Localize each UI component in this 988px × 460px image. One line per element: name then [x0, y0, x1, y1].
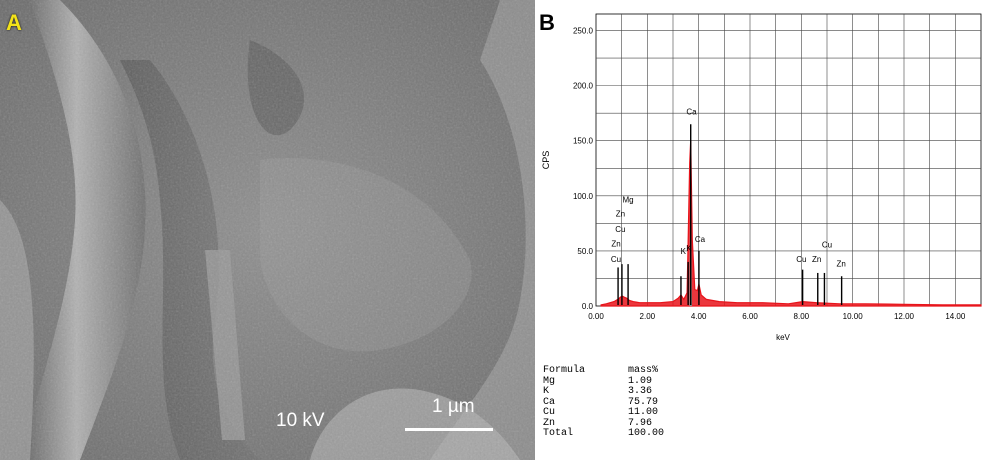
- y-tick-label: 150.0: [573, 137, 594, 146]
- peak-label: Mg: [623, 195, 634, 204]
- y-tick-label: 100.0: [573, 192, 594, 201]
- peak-label: Zn: [611, 239, 620, 248]
- scale-bar: [405, 428, 493, 431]
- composition-table: Formula mass% Mg 1.09 K 3.36 Ca 75.79 Cu 11.00 Z…: [543, 365, 688, 440]
- x-tick-label: 4.00: [691, 312, 707, 321]
- composition-element: K: [543, 386, 550, 397]
- peak-label: Cu: [611, 255, 621, 264]
- composition-header-element: Formula: [543, 365, 586, 376]
- y-tick-label: 250.0: [573, 27, 594, 36]
- x-tick-label: 10.00: [843, 312, 864, 321]
- peak-markers: [617, 124, 843, 305]
- composition-header-row: Formula mass%: [543, 365, 688, 377]
- x-axis-label: keV: [776, 333, 790, 342]
- composition-element: Total: [543, 428, 574, 439]
- sem-micrograph-panel: A 10 kV 1 µm: [0, 0, 535, 460]
- composition-mass-percent: 75.79: [628, 396, 659, 408]
- peak-label: Ca: [686, 107, 697, 116]
- y-tick-label: 0.0: [582, 302, 594, 311]
- peak-label: Cu: [796, 255, 806, 264]
- composition-header-value: mass%: [628, 365, 659, 376]
- y-tick-labels: 0.0 50.0 100.0 150.0 200.0 250.0: [573, 27, 594, 311]
- composition-row: Mg 1.09: [543, 375, 688, 388]
- accelerating-voltage-label: 10 kV: [276, 410, 325, 431]
- composition-row: Cu 11.00: [543, 407, 688, 419]
- panel-b-label: B: [539, 10, 555, 35]
- x-tick-label: 12.00: [894, 312, 915, 321]
- composition-element: Cu: [543, 407, 556, 418]
- composition-mass-percent: 100.00: [628, 428, 665, 439]
- composition-mass-percent: 11.00: [628, 407, 659, 418]
- peak-label: Cu: [615, 225, 625, 234]
- composition-row: K 3.36: [543, 386, 688, 398]
- peak-label: Zn: [616, 210, 625, 219]
- peak-label: K: [681, 247, 687, 256]
- composition-row: Zn 7.96: [543, 417, 688, 430]
- composition-element: Mg: [543, 375, 556, 387]
- peak-label: Ca: [695, 235, 706, 244]
- x-tick-labels: 0.00 2.00 4.00 6.00 8.00 10.00 12.00 14.00: [588, 312, 966, 321]
- peak-label: Zn: [836, 259, 845, 268]
- composition-element: Ca: [543, 396, 556, 408]
- chart-grid: [595, 13, 982, 307]
- composition-row: Total 100.00: [543, 428, 688, 440]
- x-tick-label: 8.00: [794, 312, 810, 321]
- x-tick-label: 0.00: [588, 312, 604, 321]
- peak-label: K: [686, 244, 692, 253]
- composition-mass-percent: 1.09: [628, 375, 653, 387]
- peak-label: Zn: [812, 255, 821, 264]
- x-tick-label: 14.00: [945, 312, 966, 321]
- peak-label: Cu: [822, 241, 832, 250]
- sem-micrograph-image: [0, 0, 535, 460]
- composition-mass-percent: 7.96: [628, 417, 653, 429]
- x-tick-label: 2.00: [640, 312, 656, 321]
- composition-mass-percent: 3.36: [628, 386, 653, 397]
- panel-a-label: A: [6, 10, 22, 35]
- x-tick-label: 6.00: [742, 312, 758, 321]
- eds-spectrum-panel: 0.00 2.00 4.00 6.00 8.00 10.00 12.00 14.00 0.0 5…: [535, 0, 988, 460]
- y-tick-label: 200.0: [573, 82, 594, 91]
- composition-row: Ca 75.79: [543, 396, 688, 409]
- scale-bar-label: 1 µm: [432, 396, 475, 417]
- composition-element: Zn: [543, 417, 556, 429]
- y-axis-label: CPS: [541, 151, 551, 170]
- y-tick-label: 50.0: [577, 247, 593, 256]
- eds-spectrum-chart: 0.00 2.00 4.00 6.00 8.00 10.00 12.00 14.00 0.0 5…: [541, 13, 982, 342]
